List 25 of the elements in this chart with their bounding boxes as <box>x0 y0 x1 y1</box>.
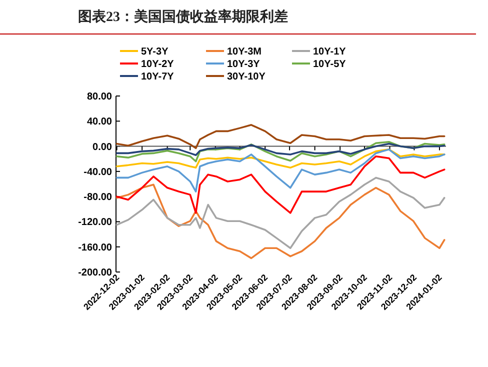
line-series <box>116 140 446 162</box>
y-tick-label: 0.00 <box>92 142 112 153</box>
y-tick-label: 80.00 <box>86 92 112 102</box>
line-series <box>116 142 446 156</box>
line-series <box>116 148 446 169</box>
y-tick-label: -40.00 <box>84 166 112 178</box>
y-tick-label: -160.00 <box>78 242 112 254</box>
legend-label: 5Y-3Y <box>141 46 169 58</box>
y-tick-label: -80.00 <box>84 192 112 204</box>
legend-label: 10Y-5Y <box>313 59 346 70</box>
line-series <box>116 148 446 192</box>
legend-label: 10Y-3Y <box>227 59 260 70</box>
y-tick-label: -200.00 <box>78 268 112 278</box>
line-series <box>116 124 446 150</box>
legend-label: 10Y-1Y <box>313 46 346 58</box>
legend-label: 30Y-10Y <box>227 72 266 82</box>
legend-label: 10Y-7Y <box>141 72 174 82</box>
y-tick-label: 40.00 <box>86 116 112 128</box>
y-tick-label: -120.00 <box>78 217 112 228</box>
legend-label: 10Y-2Y <box>141 59 174 70</box>
line-series <box>116 184 446 260</box>
line-series <box>116 176 446 250</box>
line-series <box>116 155 446 214</box>
chart-title: 图表23：美国国债收益率期限利差 <box>78 8 288 25</box>
legend-label: 10Y-3M <box>227 46 262 58</box>
